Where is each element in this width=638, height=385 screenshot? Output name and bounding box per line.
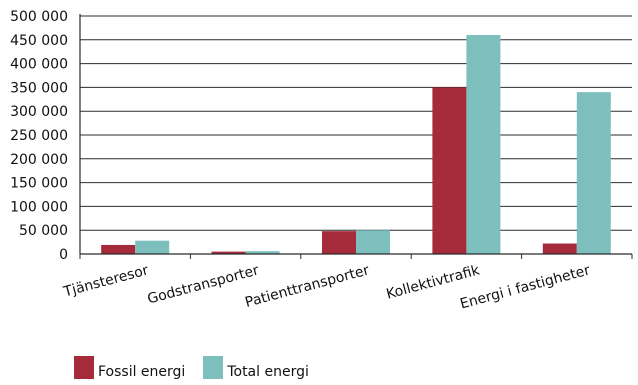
y-tick-label: 200 000 bbox=[10, 152, 68, 168]
x-category-label: Godstransporter bbox=[146, 262, 261, 307]
legend: Fossil energi Total energi bbox=[74, 356, 327, 379]
y-tick-label: 350 000 bbox=[10, 80, 68, 96]
gridlines bbox=[80, 15, 632, 231]
x-category-label: Tjänsteresor bbox=[61, 262, 150, 300]
bar-total bbox=[135, 240, 170, 254]
legend-item-total: Total energi bbox=[203, 356, 309, 379]
legend-label-fossil: Fossil energi bbox=[98, 364, 186, 380]
bars bbox=[101, 35, 611, 255]
y-tick-label: 50 000 bbox=[19, 223, 68, 239]
bar-total bbox=[356, 230, 390, 254]
bar-fossil bbox=[322, 231, 356, 254]
bar-fossil bbox=[211, 251, 246, 254]
bar-fossil bbox=[542, 243, 577, 254]
y-axis-tick-labels: 500 000 450 000 400 000 350 000 300 000 250 0… bbox=[10, 9, 68, 263]
legend-label-total: Total energi bbox=[227, 364, 309, 380]
bar-total bbox=[245, 251, 280, 254]
legend-swatch-total bbox=[203, 356, 224, 379]
y-tick-label: 300 000 bbox=[10, 104, 68, 120]
legend-swatch-fossil bbox=[74, 356, 94, 379]
bar-fossil bbox=[101, 244, 136, 254]
x-category-label: Patienttransporter bbox=[243, 262, 371, 311]
bar-total bbox=[576, 92, 611, 254]
y-tick-label: 450 000 bbox=[10, 33, 68, 49]
bar-fossil bbox=[432, 87, 467, 255]
y-tick-label: 0 bbox=[59, 247, 68, 263]
y-tick-label: 150 000 bbox=[10, 176, 68, 192]
legend-item-fossil: Fossil energi bbox=[74, 356, 185, 379]
y-tick-label: 500 000 bbox=[10, 9, 68, 25]
axes bbox=[79, 14, 633, 259]
y-tick-label: 250 000 bbox=[10, 128, 68, 144]
bar-total bbox=[466, 35, 501, 254]
y-tick-label: 400 000 bbox=[10, 57, 68, 73]
x-axis-category-labels: TjänsteresorGodstransporterPatienttransp… bbox=[61, 262, 592, 312]
bar-chart: 500 000 450 000 400 000 350 000 300 000 250 0… bbox=[10, 9, 633, 313]
y-tick-label: 100 000 bbox=[10, 199, 68, 215]
